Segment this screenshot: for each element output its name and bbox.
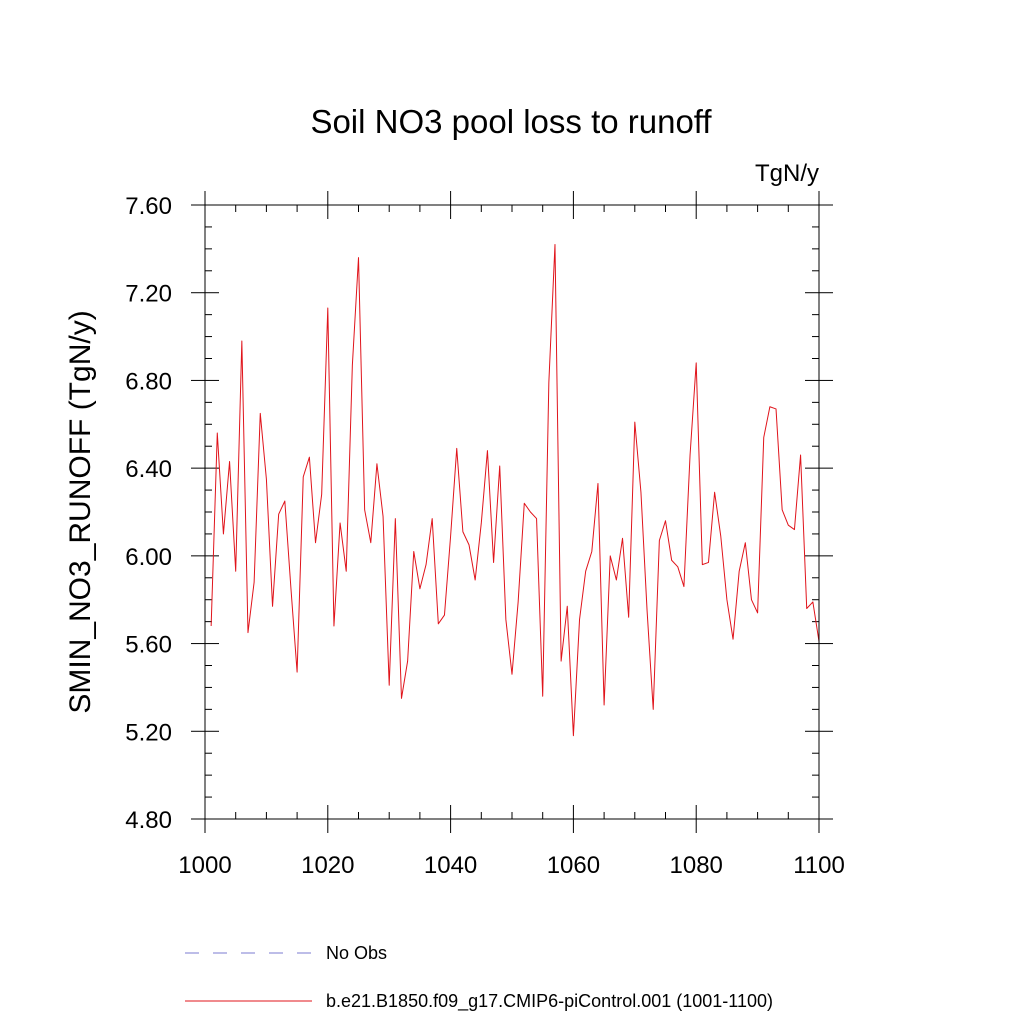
y-tick-label: 5.20 [125,719,172,746]
x-tick-label: 1000 [178,852,231,879]
units-label: TgN/y [755,160,819,187]
y-tick-label: 7.60 [125,193,172,220]
x-tick-label: 1060 [547,852,600,879]
y-tick-labels: 4.80 5.20 5.60 6.00 6.40 6.80 7.20 7.60 [125,193,172,834]
axis-ticks [191,191,833,833]
series-layer [210,243,820,737]
y-tick-label: 4.80 [125,807,172,834]
x-tick-label: 1040 [424,852,477,879]
legend-label-picontrol: b.e21.B1850.f09_g17.CMIP6-piControl.001 … [326,991,773,1012]
chart-title: Soil NO3 pool loss to runoff [310,103,712,140]
legend-label-no-obs: No Obs [326,943,387,963]
y-tick-label: 6.40 [125,456,172,483]
x-tick-label: 1100 [793,852,845,879]
x-tick-label: 1080 [670,852,723,879]
series-line-0 [210,243,820,737]
x-tick-label: 1020 [301,852,354,879]
y-tick-label: 6.80 [125,368,172,395]
y-axis-label: SMIN_NO3_RUNOFF (TgN/y) [64,310,97,713]
plot-frame [204,204,820,820]
y-tick-label: 7.20 [125,281,172,308]
x-tick-labels: 1000 1020 1040 1060 1080 1100 [178,852,845,879]
y-tick-label: 6.00 [125,544,172,571]
legend: No Obs b.e21.B1850.f09_g17.CMIP6-piContr… [185,943,773,1012]
y-tick-label: 5.60 [125,632,172,659]
